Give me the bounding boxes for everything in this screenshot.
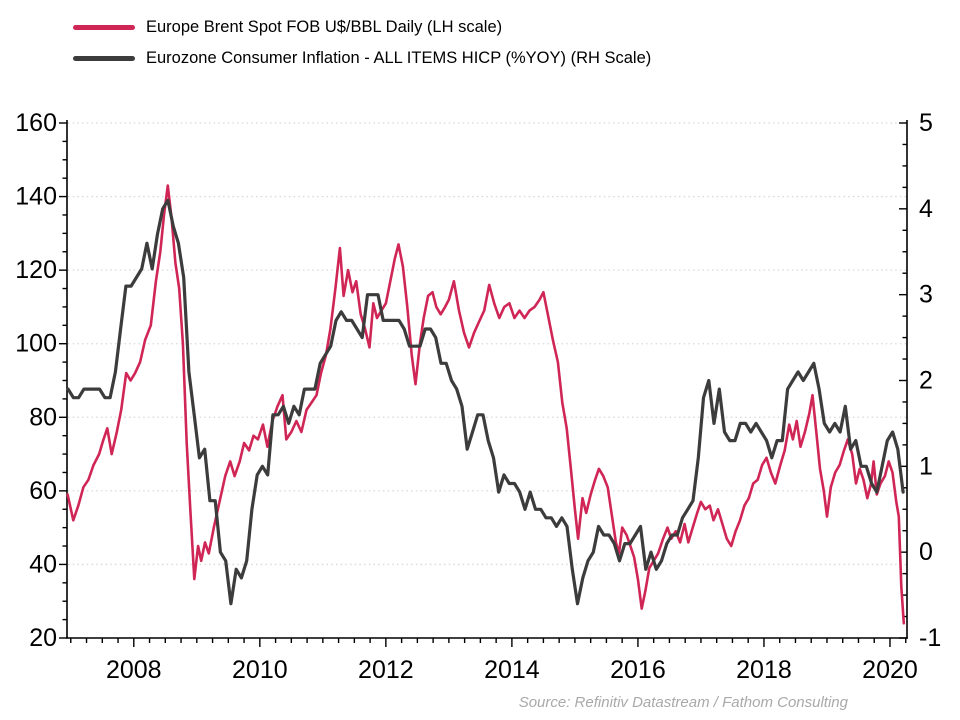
series-brent [66,184,906,625]
left-axis-tick-label: 80 [29,403,57,431]
right-axis-tick-label: 5 [919,109,933,137]
right-axis-tick-label: -1 [919,624,941,652]
series-hicp [66,198,905,606]
legend-item-hicp: Eurozone Consumer Inflation - ALL ITEMS … [73,47,651,69]
legend: Europe Brent Spot FOB U$/BBL Daily (LH s… [73,16,651,69]
left-axis-tick-label: 140 [15,183,57,211]
hicp-line-swatch [73,55,135,61]
x-axis-tick-label: 2012 [358,656,414,684]
left-axis-tick-label: 40 [29,550,57,578]
source-credit: Source: Refinitiv Datastream / Fathom Co… [518,694,848,711]
right-axis: -1 0 1 2 3 4 5 [899,109,941,652]
x-axis-tick-label: 2018 [736,656,792,684]
brent-line [66,184,906,625]
right-axis-tick-label: 0 [919,538,933,566]
left-axis-tick-label: 100 [15,330,57,358]
x-axis-tick-label: 2014 [484,656,540,684]
brent-legend-label: Europe Brent Spot FOB U$/BBL Daily (LH s… [146,18,503,36]
x-axis-tick-label: 2008 [106,656,162,684]
right-axis-tick-label: 2 [919,367,933,395]
hicp-legend-label: Eurozone Consumer Inflation - ALL ITEMS … [146,49,652,67]
x-axis-tick-label: 2020 [862,656,918,684]
legend-item-brent: Europe Brent Spot FOB U$/BBL Daily (LH s… [73,16,651,38]
hicp-line [66,198,905,606]
right-axis-tick-label: 1 [919,452,933,480]
left-axis-tick-label: 120 [15,256,57,284]
left-axis-tick-label: 160 [15,109,57,137]
left-axis-tick-label: 20 [29,624,57,652]
right-axis-tick-label: 4 [919,195,933,223]
left-axis-tick-label: 60 [29,477,57,505]
x-axis-tick-label: 2016 [610,656,666,684]
gridlines [68,122,907,566]
x-axis: 2008 2010 2012 2014 2016 2018 2020 [70,638,918,684]
x-axis-tick-label: 2010 [232,656,288,684]
left-axis: 20 40 60 80 100 120 140 160 [15,109,67,652]
right-axis-tick-label: 3 [919,281,933,309]
brent-line-swatch [73,24,135,30]
